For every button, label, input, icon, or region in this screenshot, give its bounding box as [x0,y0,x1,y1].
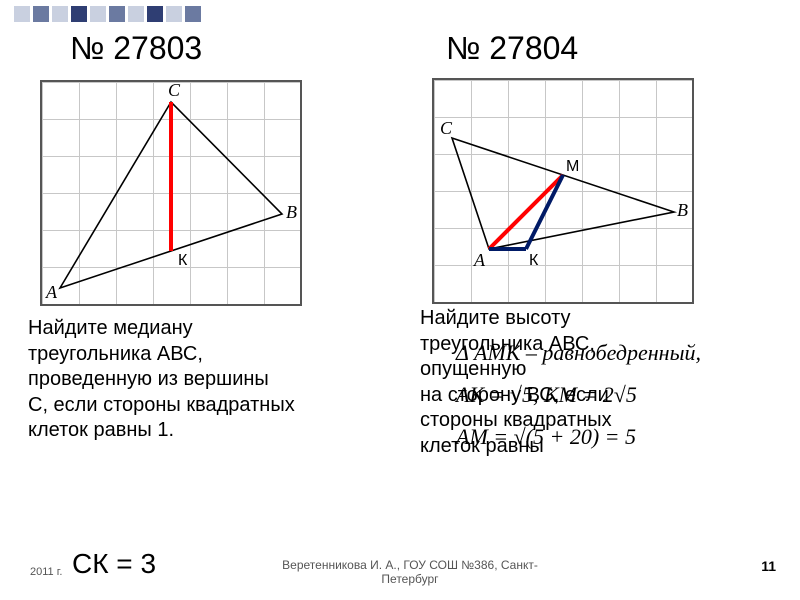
point-M: М [566,158,579,176]
vertex-B: B [677,200,688,221]
point-K: К [529,252,538,270]
figure-2: A B C М К [432,78,694,304]
footer-author: Веретенникова И. А., ГОУ СОШ №386, Санкт… [280,558,540,586]
page-number: 11 [761,558,776,574]
vertex-C: C [168,80,180,101]
vertex-B: B [286,202,297,223]
vertex-A: A [46,282,57,303]
deco-strip [14,6,201,22]
footer-year: 2011 г. [30,566,62,578]
prompt-1: Найдите медианутреугольника АВС,проведен… [28,316,295,444]
problem-number-left: № 27803 [70,30,202,67]
overlay-solution: Δ АМК – равнобедренный,АК = √5, КМ = 2√5… [456,332,701,457]
triangle-2 [434,80,692,302]
vertex-C: C [440,118,452,139]
triangle-1 [42,82,300,304]
answer: СК = 3 [72,548,156,580]
figure-1: A B C К [40,80,302,306]
point-K: К [178,252,187,270]
problem-number-right: № 27804 [446,30,578,67]
vertex-A: A [474,250,485,271]
